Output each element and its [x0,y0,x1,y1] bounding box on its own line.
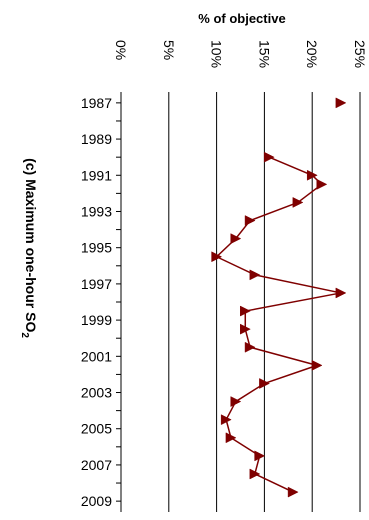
y-tick-label-5: 5% [161,40,177,60]
x-tick-label-1987: 1987 [81,95,112,111]
series-0-segment-12 [249,346,318,367]
series-0-segment-19 [254,473,294,493]
y-tick-label-10: 10% [209,40,225,68]
data-point-2007.5 [249,468,261,480]
x-tick-label-2005: 2005 [81,421,112,437]
data-point-2008.5 [287,486,299,498]
x-tick-label-1999: 1999 [81,312,112,328]
x-tick-label-1989: 1989 [81,131,112,147]
data-point-2005.5 [225,432,237,444]
y-tick-label-15: 15% [256,40,272,68]
x-tick-label-1995: 1995 [81,240,112,256]
data-point-2002.5 [259,378,270,389]
x-tick-label-2003: 2003 [81,385,112,401]
x-tick-label-2007: 2007 [81,457,112,473]
data-point-1993.5 [244,215,256,226]
data-point-1998.5 [240,305,251,317]
data-point-1990 [263,151,275,163]
data-point-1991 [306,169,318,181]
data-point-1992.5 [292,197,304,208]
series-layer [211,97,347,498]
series-0-segment-8 [254,274,342,294]
y-tick-label-25: 25% [352,40,368,68]
series-0-segment-4 [249,201,299,222]
chart-title-subscript: 2 [19,332,30,338]
grid-layer [120,92,361,512]
data-point-2000.5 [244,341,256,353]
data-point-1999.5 [240,323,251,335]
data-point-1994.5 [230,233,242,245]
x-tick-label-2009: 2009 [81,493,112,509]
data-point-2004.5 [220,414,232,426]
chart-title-main: (c) Maximum one-hour SO [23,158,39,332]
series-0-segment-13 [264,364,318,385]
x-tick-label-2001: 2001 [81,348,112,364]
y-tick-label-0: 0% [113,40,129,60]
x-tick-label-1997: 1997 [81,276,112,292]
x-tick-label-1991: 1991 [81,167,112,183]
data-point-2003.5 [230,396,242,407]
x-tick-label-1993: 1993 [81,203,112,219]
data-point-1997.5 [335,287,347,299]
axis-layer: 0% 5% 10% 15% 20% 25% 1987 1989 1991 1993 1995 1997… [81,40,368,509]
series-0-segment-9 [245,292,342,312]
y-tick-label-20: 20% [304,40,320,68]
y-axis-title: % of objective [198,11,285,26]
data-point-1995.5 [211,251,223,263]
label-layer: % of objective (c) Maximum one-hour SO2 [19,11,286,338]
data-point-1991.5 [316,178,328,190]
series-0-segment-1 [268,156,313,176]
series-0-segment-7 [216,256,256,276]
data-point-1996.5 [249,269,261,281]
data-point-2006.5 [254,450,266,462]
data-point-2001.5 [311,359,323,371]
chart-title: (c) Maximum one-hour SO2 [19,158,39,338]
data-point-1987 [335,97,347,109]
